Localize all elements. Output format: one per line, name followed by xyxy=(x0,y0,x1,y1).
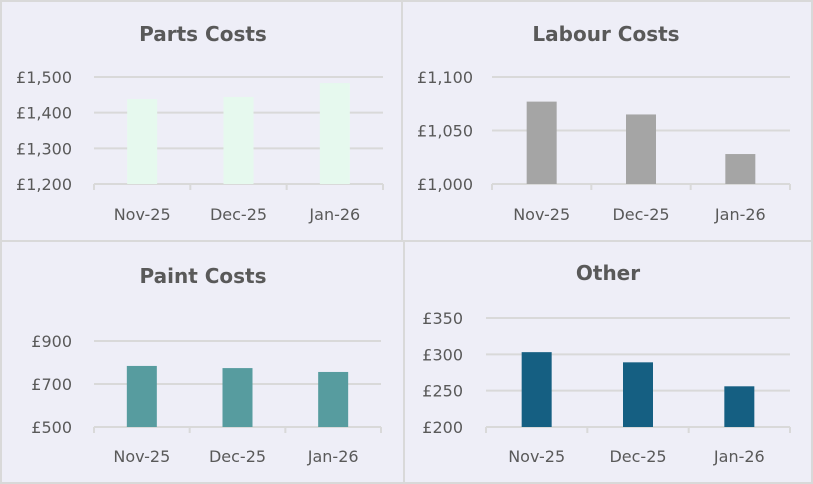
bar-dec-25 xyxy=(626,114,656,184)
chart-title: Labour Costs xyxy=(532,22,679,46)
x-category-label: Dec-25 xyxy=(609,447,666,466)
y-tick-label: £1,500 xyxy=(16,68,72,87)
y-tick-label: £350 xyxy=(422,309,463,328)
y-tick-label: £700 xyxy=(31,375,72,394)
bar-nov-25 xyxy=(127,99,158,184)
bar-dec-25 xyxy=(223,96,254,184)
x-category-label: Dec-25 xyxy=(612,205,669,224)
x-category-label: Dec-25 xyxy=(209,447,266,466)
y-tick-label: £250 xyxy=(422,382,463,401)
x-category-label: Jan-26 xyxy=(308,205,360,224)
y-tick-label: £1,100 xyxy=(417,68,473,87)
x-category-label: Nov-25 xyxy=(114,205,171,224)
y-tick-label: £200 xyxy=(422,418,463,437)
bar-dec-25 xyxy=(222,368,253,427)
y-tick-label: £1,000 xyxy=(417,175,473,194)
chart-title: Parts Costs xyxy=(139,22,267,46)
other-costs-panel xyxy=(403,240,813,484)
bar-jan-26 xyxy=(725,154,756,184)
chart-title: Other xyxy=(576,261,640,285)
x-category-label: Jan-26 xyxy=(307,447,359,466)
bar-jan-26 xyxy=(724,386,755,427)
x-category-label: Dec-25 xyxy=(210,205,267,224)
bar-nov-25 xyxy=(526,101,557,184)
y-tick-label: £1,300 xyxy=(16,139,72,158)
paint-costs-panel xyxy=(0,240,405,484)
labour-costs-panel xyxy=(401,0,813,242)
y-tick-label: £1,050 xyxy=(417,122,473,141)
y-tick-label: £900 xyxy=(31,332,72,351)
y-tick-label: £1,200 xyxy=(16,175,72,194)
y-tick-label: £300 xyxy=(422,345,463,364)
x-category-label: Jan-26 xyxy=(714,205,766,224)
y-tick-label: £1,400 xyxy=(16,104,72,123)
bar-nov-25 xyxy=(126,365,157,427)
x-category-label: Nov-25 xyxy=(513,205,570,224)
chart-title: Paint Costs xyxy=(139,264,266,288)
x-category-label: Jan-26 xyxy=(713,447,765,466)
bar-jan-26 xyxy=(319,83,350,184)
x-category-label: Nov-25 xyxy=(113,447,170,466)
y-tick-label: £500 xyxy=(31,418,72,437)
bar-nov-25 xyxy=(521,352,552,427)
bar-dec-25 xyxy=(623,362,653,427)
bar-jan-26 xyxy=(318,371,349,427)
x-category-label: Nov-25 xyxy=(508,447,565,466)
